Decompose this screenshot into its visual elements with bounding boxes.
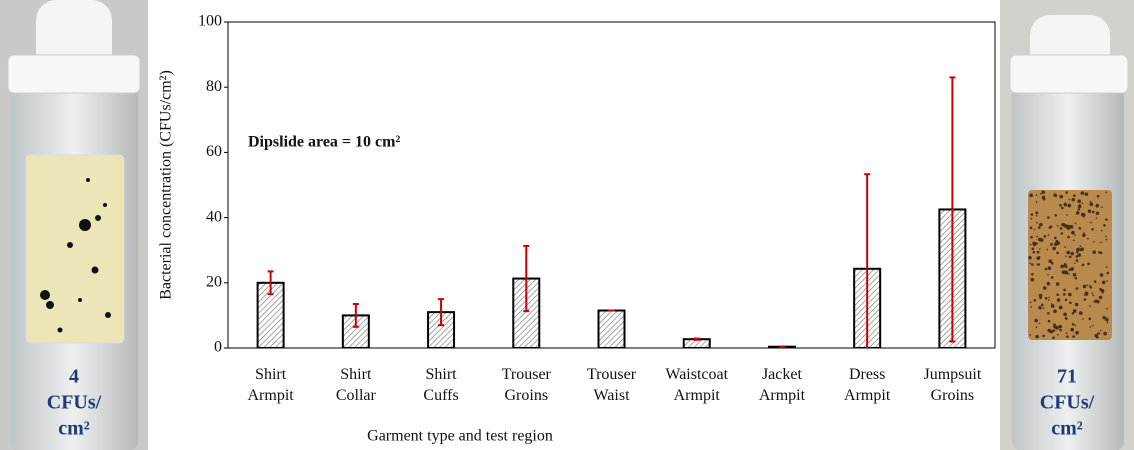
photo-label: CFUs/ [1040,392,1095,414]
x-tick-label: Shirt Armpit [248,366,295,404]
right-photo [1000,0,1134,450]
x-tick-label: Jumpsuit Groins [923,366,981,404]
photo-label: 4 [69,366,79,388]
y-axis-label: Bacterial concentration (CFUs/cm²) [158,70,175,300]
annotation: Dipslide area = 10 cm² [248,134,400,151]
y-tick-label: 80 [206,78,222,95]
error-bar [693,337,700,341]
x-axis-label: Garment type and test region [367,428,553,445]
error-bar [523,244,530,313]
photo-label: CFUs/ [47,392,102,414]
y-tick-label: 0 [214,339,222,356]
bars [256,76,967,348]
photo-label: cm² [1051,418,1083,440]
x-tick-label: Waistcoat Armpit [665,366,728,404]
x-tick-label: Trouser Waist [587,366,637,404]
y-tick-label: 40 [206,208,222,225]
x-tick-label: Trouser Groins [502,366,552,404]
photo-label: 71 [1057,366,1077,388]
y-tick-label: 60 [206,143,222,160]
y-tick-label: 20 [206,273,222,290]
photo-label: cm² [58,418,90,440]
x-tick-label: Shirt Collar [336,366,377,404]
left-photo [0,0,148,450]
x-tick-label: Shirt Cuffs [423,366,458,404]
error-bar [267,270,274,296]
bar [597,309,626,348]
bar [427,311,456,348]
error-bar [949,76,956,343]
x-tick-label: Dress Armpit [844,366,891,404]
error-bar [438,298,445,327]
error-bar [352,302,359,328]
y-tick-label: 100 [198,13,222,30]
error-bar [864,173,871,348]
x-tick-label: Jacket Armpit [759,366,806,404]
